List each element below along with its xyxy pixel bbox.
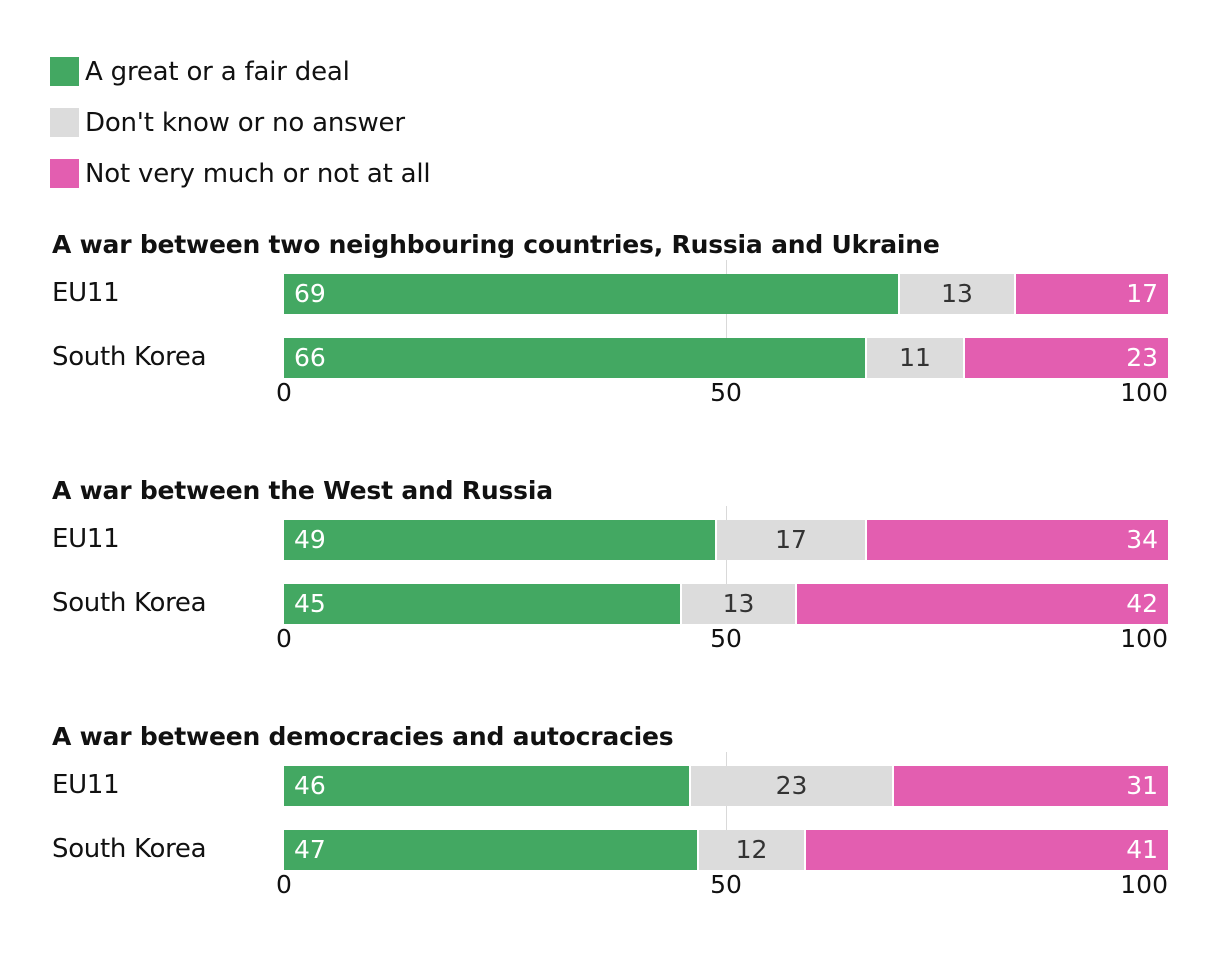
- bar-segment-dont-know: 17: [717, 520, 867, 560]
- bar-value-label: 12: [735, 835, 768, 864]
- legend-label: Not very much or not at all: [85, 158, 431, 189]
- row-label-south-korea: South Korea: [52, 588, 207, 618]
- bar-value-label: 41: [1126, 835, 1158, 864]
- bar-segment-great-or-fair-deal: 47: [284, 830, 699, 870]
- row-label-south-korea: South Korea: [52, 834, 207, 864]
- legend-swatch-green: [50, 57, 79, 86]
- row-label-south-korea: South Korea: [52, 342, 207, 372]
- bar-segment-not-very-much: 17: [1016, 274, 1168, 314]
- row-label-eu11: EU11: [52, 524, 120, 554]
- legend-swatch-pink: [50, 159, 79, 188]
- legend: A great or a fair deal Don't know or no …: [50, 56, 431, 209]
- plot-area: 46 23 31 47 12 41: [284, 752, 1168, 870]
- bar-value-label: 45: [294, 589, 326, 618]
- bar-value-label: 34: [1126, 525, 1158, 554]
- panel-title: A war between democracies and autocracie…: [52, 722, 674, 751]
- x-tick-50: 50: [710, 624, 742, 653]
- chart-panel-russia-ukraine: A war between two neighbouring countries…: [0, 230, 1220, 430]
- legend-label: A great or a fair deal: [85, 56, 350, 87]
- legend-swatch-grey: [50, 108, 79, 137]
- bar-value-label: 17: [1126, 279, 1158, 308]
- x-tick-0: 0: [276, 378, 292, 407]
- row-label-eu11: EU11: [52, 278, 120, 308]
- legend-item-dont-know: Don't know or no answer: [50, 107, 430, 138]
- bar-value-label: 69: [294, 279, 326, 308]
- bar-segment-great-or-fair-deal: 46: [284, 766, 691, 806]
- bar-segment-dont-know: 13: [900, 274, 1016, 314]
- bar-segment-dont-know: 13: [682, 584, 797, 624]
- chart-panel-democracies-autocracies: A war between democracies and autocracie…: [0, 722, 1220, 922]
- bar-segment-great-or-fair-deal: 45: [284, 584, 682, 624]
- legend-label: Don't know or no answer: [85, 107, 405, 138]
- plot-area: 69 13 17 66 11 23: [284, 260, 1168, 378]
- bar-value-label: 23: [775, 771, 808, 800]
- bar-value-label: 23: [1126, 343, 1158, 372]
- bar-value-label: 17: [775, 525, 807, 554]
- bar-segment-not-very-much: 34: [867, 520, 1168, 560]
- legend-item-great-or-fair-deal: A great or a fair deal: [50, 56, 430, 87]
- panel-title: A war between two neighbouring countries…: [52, 230, 940, 259]
- bar-value-label: 13: [722, 589, 755, 618]
- x-tick-50: 50: [710, 378, 742, 407]
- bar-value-label: 42: [1126, 589, 1158, 618]
- chart-panel-west-russia: A war between the West and Russia EU11 S…: [0, 476, 1220, 676]
- bar-segment-dont-know: 11: [867, 338, 965, 378]
- bar-segment-not-very-much: 23: [965, 338, 1168, 378]
- bar-segment-great-or-fair-deal: 69: [284, 274, 900, 314]
- row-label-eu11: EU11: [52, 770, 120, 800]
- bar-value-label: 66: [294, 343, 326, 372]
- bar-value-label: 13: [941, 279, 973, 308]
- x-tick-0: 0: [276, 870, 292, 899]
- bar-segment-dont-know: 12: [699, 830, 806, 870]
- bar-segment-great-or-fair-deal: 49: [284, 520, 717, 560]
- bar-value-label: 11: [899, 343, 931, 372]
- x-tick-100: 100: [1120, 870, 1168, 899]
- bar-segment-dont-know: 23: [691, 766, 894, 806]
- plot-area: 49 17 34 45 13 42: [284, 506, 1168, 624]
- bar-segment-great-or-fair-deal: 66: [284, 338, 867, 378]
- bar-segment-not-very-much: 42: [797, 584, 1168, 624]
- panel-title: A war between the West and Russia: [52, 476, 553, 505]
- x-tick-100: 100: [1120, 378, 1168, 407]
- x-tick-100: 100: [1120, 624, 1168, 653]
- bar-value-label: 31: [1126, 771, 1158, 800]
- x-tick-50: 50: [710, 870, 742, 899]
- bar-value-label: 46: [294, 771, 326, 800]
- bar-value-label: 49: [294, 525, 326, 554]
- x-tick-0: 0: [276, 624, 292, 653]
- bar-value-label: 47: [294, 835, 326, 864]
- bar-segment-not-very-much: 41: [806, 830, 1168, 870]
- bar-segment-not-very-much: 31: [894, 766, 1168, 806]
- legend-item-not-very-much: Not very much or not at all: [50, 158, 431, 189]
